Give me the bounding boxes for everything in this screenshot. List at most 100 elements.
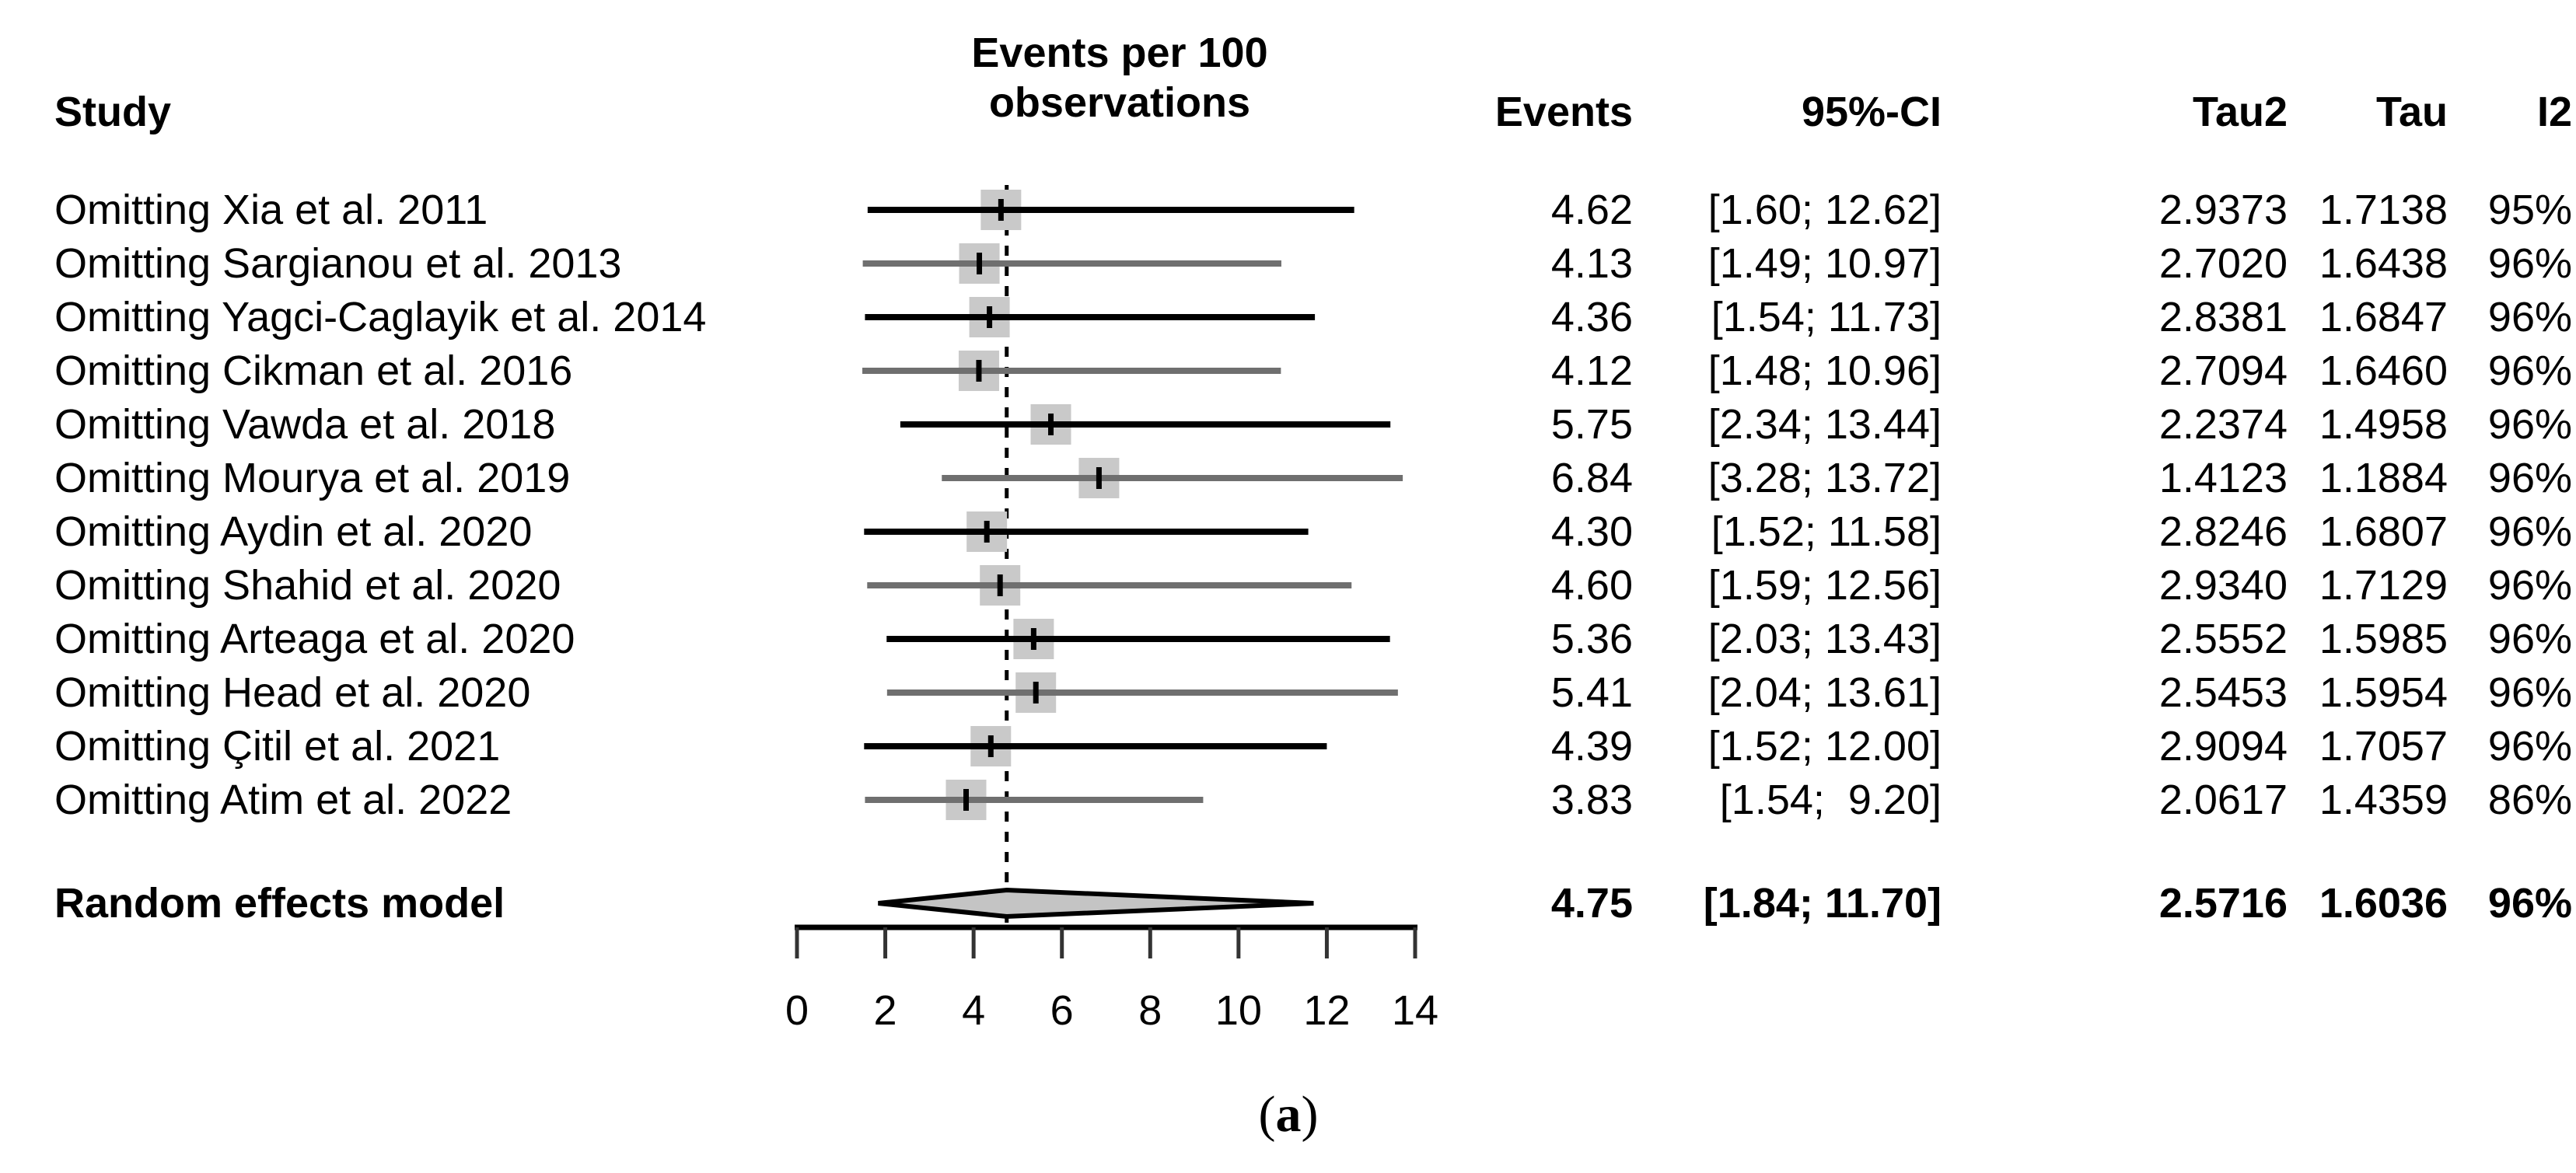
col-header-tau: Tau: [2376, 89, 2448, 135]
tau2-value: 2.9340: [2158, 562, 2288, 609]
events-value: 5.75: [1550, 401, 1633, 448]
events-value: 4.62: [1550, 187, 1633, 233]
events-value: 5.41: [1550, 669, 1633, 716]
i2-value: 96%: [2487, 240, 2572, 287]
events-value: 4.39: [1550, 723, 1633, 770]
study-label: Omitting Çitil et al. 2021: [54, 723, 501, 770]
x-axis-tick-label: 2: [873, 987, 897, 1034]
study-label: Omitting Sargianou et al. 2013: [54, 240, 622, 287]
ci-value: [1.59; 12.56]: [1707, 562, 1942, 609]
ci-value: [1.60; 12.62]: [1707, 187, 1942, 233]
study-label: Omitting Yagci-Caglayik et al. 2014: [54, 294, 707, 340]
tau2-value: 2.5552: [2158, 616, 2288, 662]
tau-value: 1.1884: [2319, 455, 2448, 501]
tau2-value: 1.4123: [2158, 455, 2288, 501]
i2-value: 96%: [2487, 455, 2572, 501]
events-value: 5.36: [1550, 616, 1633, 662]
ci-value: [1.52; 12.00]: [1707, 723, 1942, 770]
ci-value: [1.48; 10.96]: [1707, 347, 1942, 394]
tau-value: 1.6438: [2319, 240, 2448, 287]
i2-value: 95%: [2487, 187, 2572, 233]
col-header-i2: I2: [2536, 89, 2572, 135]
study-label: Omitting Arteaga et al. 2020: [54, 616, 575, 662]
ci-value: [1.54; 11.73]: [1711, 294, 1942, 340]
tau-value: 1.4359: [2319, 777, 2448, 823]
i2-value: 96%: [2487, 347, 2572, 394]
tau-value: 1.5954: [2319, 669, 2448, 716]
tau-value: 1.5985: [2319, 616, 2448, 662]
tau2-value: 2.2374: [2158, 401, 2288, 448]
tau-value: 1.7138: [2319, 187, 2448, 233]
ci-value: [1.49; 10.97]: [1707, 240, 1942, 287]
ci-value: [2.03; 13.43]: [1707, 616, 1942, 662]
tau2-value: 2.0617: [2158, 777, 2288, 823]
tau-value: 1.4958: [2319, 401, 2448, 448]
tau2-value: 2.7020: [2158, 240, 2288, 287]
col-header-95ci: 95%-CI: [1801, 89, 1942, 135]
x-axis-tick-label: 14: [1391, 987, 1439, 1034]
x-axis-tick-label: 8: [1138, 987, 1162, 1034]
ci-value: [1.52; 11.58]: [1711, 508, 1942, 555]
study-label: Random effects model: [54, 880, 505, 927]
i2-value: 96%: [2487, 294, 2572, 340]
events-value: 4.75: [1550, 880, 1633, 927]
events-value: 4.13: [1550, 240, 1633, 287]
tau2-value: 2.9094: [2158, 723, 2288, 770]
col-header-events: Events: [1494, 89, 1633, 135]
i2-value: 96%: [2487, 562, 2572, 609]
i2-value: 96%: [2487, 723, 2572, 770]
events-value: 4.30: [1550, 508, 1633, 555]
events-value: 4.60: [1550, 562, 1633, 609]
study-label: Omitting Atim et al. 2022: [54, 777, 512, 823]
tau-value: 1.7129: [2319, 562, 2448, 609]
tau-value: 1.6807: [2319, 508, 2448, 555]
x-axis-tick-label: 12: [1303, 987, 1351, 1034]
events-value: 4.36: [1550, 294, 1633, 340]
tau2-value: 2.8381: [2158, 294, 2288, 340]
tau2-value: 2.7094: [2158, 347, 2288, 394]
x-axis-tick-label: 0: [785, 987, 809, 1034]
events-value: 4.12: [1550, 347, 1633, 394]
study-label: Omitting Vawda et al. 2018: [54, 401, 556, 448]
tau-value: 1.7057: [2319, 723, 2448, 770]
col-header-events-per-100-observations: Events per 100 observations: [971, 30, 1268, 126]
summary-diamond: [878, 887, 1314, 920]
events-value: 3.83: [1550, 777, 1633, 823]
study-label: Omitting Shahid et al. 2020: [54, 562, 561, 609]
ci-value: [2.34; 13.44]: [1707, 401, 1942, 448]
events-value: 6.84: [1550, 455, 1633, 501]
col-header-study: Study: [54, 89, 172, 135]
ci-value: [2.04; 13.61]: [1707, 669, 1942, 716]
tau2-value: 2.8246: [2158, 508, 2288, 555]
study-label: Omitting Mourya et al. 2019: [54, 455, 571, 501]
i2-value: 96%: [2487, 616, 2572, 662]
tau-value: 1.6460: [2319, 347, 2448, 394]
caption-letter: a: [1275, 1086, 1302, 1143]
tau2-value: 2.5453: [2158, 669, 2288, 716]
x-axis-tick-label: 6: [1050, 987, 1074, 1034]
i2-value: 96%: [2487, 669, 2572, 716]
col-header-tau2: Tau2: [2192, 89, 2288, 135]
tau2-value: 2.5716: [2158, 880, 2288, 927]
study-label: Omitting Xia et al. 2011: [54, 187, 488, 233]
study-label: Omitting Aydin et al. 2020: [54, 508, 533, 555]
subfigure-caption: (a): [1133, 1087, 1444, 1143]
i2-value: 86%: [2487, 777, 2572, 823]
x-axis-tick-label: 4: [962, 987, 986, 1034]
x-axis-tick-label: 10: [1215, 987, 1262, 1034]
study-label: Omitting Cikman et al. 2016: [54, 347, 573, 394]
i2-value: 96%: [2487, 880, 2572, 927]
i2-value: 96%: [2487, 401, 2572, 448]
caption-open-paren: (: [1258, 1086, 1276, 1143]
study-label: Omitting Head et al. 2020: [54, 669, 531, 716]
tau-value: 1.6847: [2319, 294, 2448, 340]
tau-value: 1.6036: [2319, 880, 2448, 927]
ci-value: [3.28; 13.72]: [1707, 455, 1942, 501]
i2-value: 96%: [2487, 508, 2572, 555]
ci-value: [1.54; 9.20]: [1719, 777, 1942, 823]
caption-close-paren: ): [1301, 1086, 1319, 1143]
tau2-value: 2.9373: [2158, 187, 2288, 233]
ci-value: [1.84; 11.70]: [1703, 880, 1942, 927]
